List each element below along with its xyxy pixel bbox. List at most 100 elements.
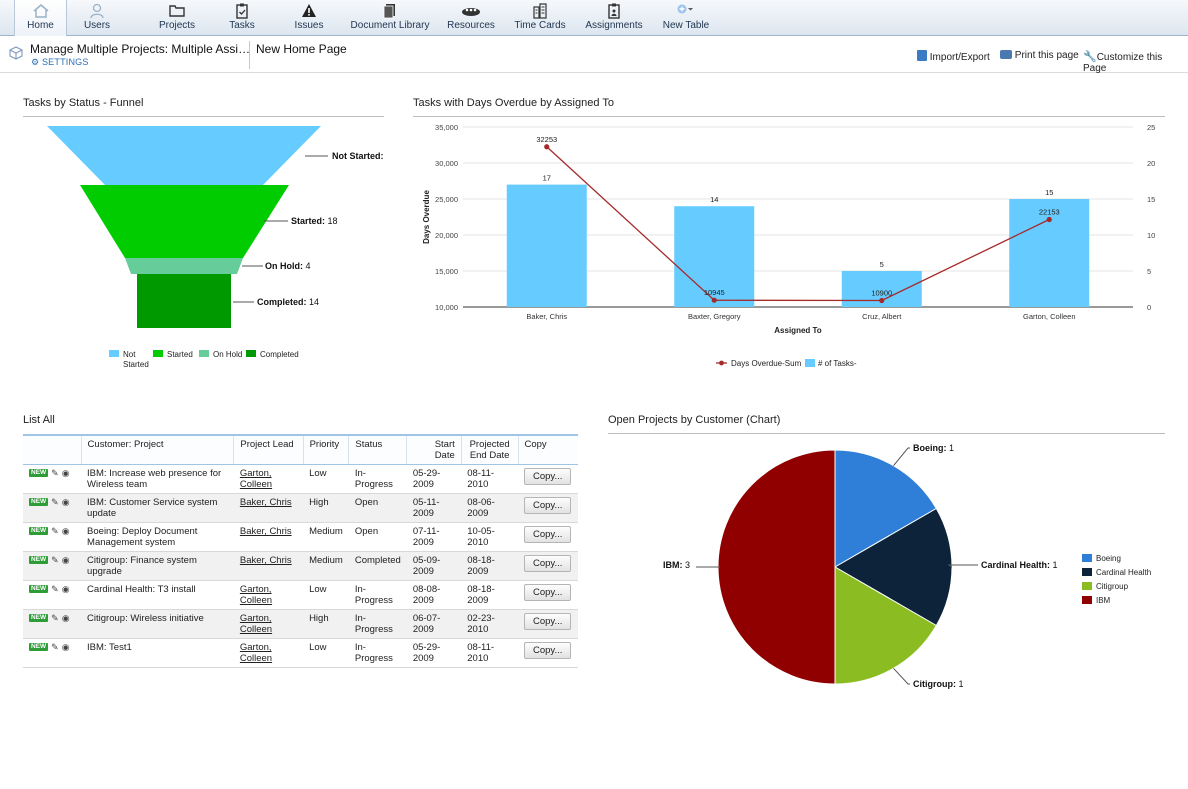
edit-pencil-icon[interactable]: ✎ bbox=[51, 642, 59, 652]
list-title: List All bbox=[23, 414, 55, 426]
cell-lead: Garton, Colleen bbox=[233, 580, 304, 610]
column-header-start-date[interactable]: Start Date bbox=[406, 434, 462, 465]
nav-resources[interactable]: Resources bbox=[446, 0, 496, 36]
nav-assignments-label: Assignments bbox=[585, 20, 643, 31]
funnel-segment-completed bbox=[137, 274, 231, 328]
funnel-label: Not Started: bbox=[332, 151, 384, 161]
days-overdue-point[interactable] bbox=[1046, 216, 1052, 223]
nav-tasks[interactable]: Tasks bbox=[222, 0, 262, 36]
tasks-bar[interactable] bbox=[506, 184, 587, 307]
days-overdue-point[interactable] bbox=[711, 297, 717, 303]
cell-status: In-Progress bbox=[348, 580, 407, 610]
legend-swatch bbox=[199, 350, 209, 357]
new-badge[interactable]: NEW bbox=[29, 556, 49, 565]
legend-label[interactable]: Started bbox=[123, 360, 149, 369]
print-page-button[interactable]: Print this page bbox=[1000, 50, 1079, 61]
cell-status: In-Progress bbox=[348, 464, 407, 494]
settings-link[interactable]: ⚙ SETTINGS bbox=[31, 57, 89, 68]
y2-tick-label: 0 bbox=[1147, 303, 1151, 312]
edit-pencil-icon[interactable]: ✎ bbox=[51, 555, 59, 565]
pie-slice-cardinal-health[interactable] bbox=[833, 507, 953, 627]
edit-pencil-icon[interactable]: ✎ bbox=[51, 497, 59, 507]
legend-label[interactable]: On Hold bbox=[213, 350, 242, 359]
nav-users[interactable]: Users bbox=[70, 0, 124, 36]
new-badge[interactable]: NEW bbox=[29, 498, 49, 507]
edit-pencil-icon[interactable]: ✎ bbox=[51, 526, 59, 536]
column-header-status[interactable]: Status bbox=[348, 434, 407, 465]
legend-label[interactable]: Days Overdue-Sum bbox=[731, 359, 802, 368]
table-row: NEW ✎ ◉ Boeing: Deploy Document Management … bbox=[23, 522, 578, 552]
lead-link[interactable]: Garton, Colleen bbox=[239, 613, 273, 635]
table-row: NEW ✎ ◉ IBM: Customer Service system update… bbox=[23, 493, 578, 523]
column-header-end-date[interactable]: Projected End Date bbox=[460, 434, 518, 465]
nav-assignments[interactable]: Assignments bbox=[584, 0, 644, 36]
legend-label[interactable]: Cardinal Health bbox=[1096, 568, 1151, 577]
lead-link[interactable]: Baker, Chris bbox=[239, 526, 292, 537]
cell-end-date: 08-18-2009 bbox=[461, 580, 518, 610]
new-badge[interactable]: NEW bbox=[29, 614, 49, 623]
row-actions: NEW ✎ ◉ bbox=[23, 493, 82, 523]
legend-label[interactable]: # of Tasks- bbox=[818, 359, 857, 368]
copy-button[interactable]: Copy... bbox=[524, 642, 572, 659]
lead-link[interactable]: Baker, Chris bbox=[239, 555, 292, 566]
copy-button[interactable]: Copy... bbox=[524, 497, 572, 514]
edit-pencil-icon[interactable]: ✎ bbox=[51, 584, 59, 594]
tasks-bar[interactable] bbox=[674, 206, 755, 307]
cell-project: Boeing: Deploy Document Management syste… bbox=[81, 522, 234, 552]
days-overdue-point[interactable] bbox=[879, 297, 885, 304]
edit-pencil-icon[interactable]: ✎ bbox=[51, 613, 59, 623]
lead-link[interactable]: Baker, Chris bbox=[239, 497, 292, 508]
view-eye-icon[interactable]: ◉ bbox=[61, 584, 70, 594]
legend-label[interactable]: Not bbox=[123, 350, 136, 359]
pie-slice-citigroup[interactable] bbox=[834, 566, 938, 685]
column-header-actions bbox=[23, 434, 82, 465]
copy-button[interactable]: Copy... bbox=[524, 584, 572, 601]
copy-button[interactable]: Copy... bbox=[524, 468, 572, 485]
legend-label[interactable]: Completed bbox=[260, 350, 299, 359]
nav-issues[interactable]: Issues bbox=[287, 0, 331, 36]
cell-end-date: 10-05-2010 bbox=[461, 522, 518, 552]
nav-new-table[interactable]: New Table bbox=[660, 0, 712, 36]
documents-icon bbox=[350, 0, 430, 20]
view-eye-icon[interactable]: ◉ bbox=[61, 526, 70, 536]
view-eye-icon[interactable]: ◉ bbox=[61, 642, 70, 652]
home-icon bbox=[15, 0, 66, 20]
edit-pencil-icon[interactable]: ✎ bbox=[51, 468, 59, 478]
project-title[interactable]: Manage Multiple Projects: Multiple Assi… bbox=[30, 42, 251, 56]
legend-swatch bbox=[109, 350, 119, 357]
y-tick-label: 30,000 bbox=[435, 159, 458, 168]
view-eye-icon[interactable]: ◉ bbox=[61, 613, 70, 623]
import-export-button[interactable]: Import/Export bbox=[917, 50, 990, 63]
nav-projects[interactable]: Projects bbox=[150, 0, 204, 36]
copy-button[interactable]: Copy... bbox=[524, 526, 572, 543]
new-badge[interactable]: NEW bbox=[29, 527, 49, 536]
view-eye-icon[interactable]: ◉ bbox=[61, 497, 70, 507]
lead-link[interactable]: Garton, Colleen bbox=[239, 642, 273, 664]
new-badge[interactable]: NEW bbox=[29, 469, 49, 478]
column-header-project[interactable]: Customer: Project bbox=[80, 434, 234, 465]
nav-home[interactable]: Home bbox=[14, 0, 67, 36]
lead-link[interactable]: Garton, Colleen bbox=[239, 468, 273, 490]
table-row: NEW ✎ ◉ IBM: Increase web presence for Wire… bbox=[23, 464, 578, 494]
legend-label[interactable]: Started bbox=[167, 350, 193, 359]
legend-label[interactable]: IBM bbox=[1096, 596, 1111, 605]
column-header-lead[interactable]: Project Lead bbox=[233, 434, 304, 465]
copy-button[interactable]: Copy... bbox=[524, 613, 572, 630]
copy-button[interactable]: Copy... bbox=[524, 555, 572, 572]
days-overdue-point[interactable] bbox=[544, 144, 550, 150]
view-eye-icon[interactable]: ◉ bbox=[61, 468, 70, 478]
view-eye-icon[interactable]: ◉ bbox=[61, 555, 70, 565]
column-header-priority[interactable]: Priority bbox=[302, 434, 349, 465]
pie-slice-ibm[interactable] bbox=[717, 449, 836, 685]
legend-label[interactable]: Boeing bbox=[1096, 554, 1121, 563]
new-badge[interactable]: NEW bbox=[29, 585, 49, 594]
cube-icon bbox=[9, 46, 23, 63]
customize-page-button[interactable]: 🔧Customize this Page bbox=[1083, 50, 1188, 74]
legend-label[interactable]: Citigroup bbox=[1096, 582, 1129, 591]
new-badge[interactable]: NEW bbox=[29, 643, 49, 652]
lead-link[interactable]: Garton, Colleen bbox=[239, 584, 273, 606]
line-value-label: 32253 bbox=[536, 135, 557, 144]
nav-time-cards[interactable]: Time Cards bbox=[514, 0, 566, 36]
cell-end-date: 08-11-2010 bbox=[461, 638, 518, 668]
nav-document-library[interactable]: Document Library bbox=[350, 0, 430, 36]
